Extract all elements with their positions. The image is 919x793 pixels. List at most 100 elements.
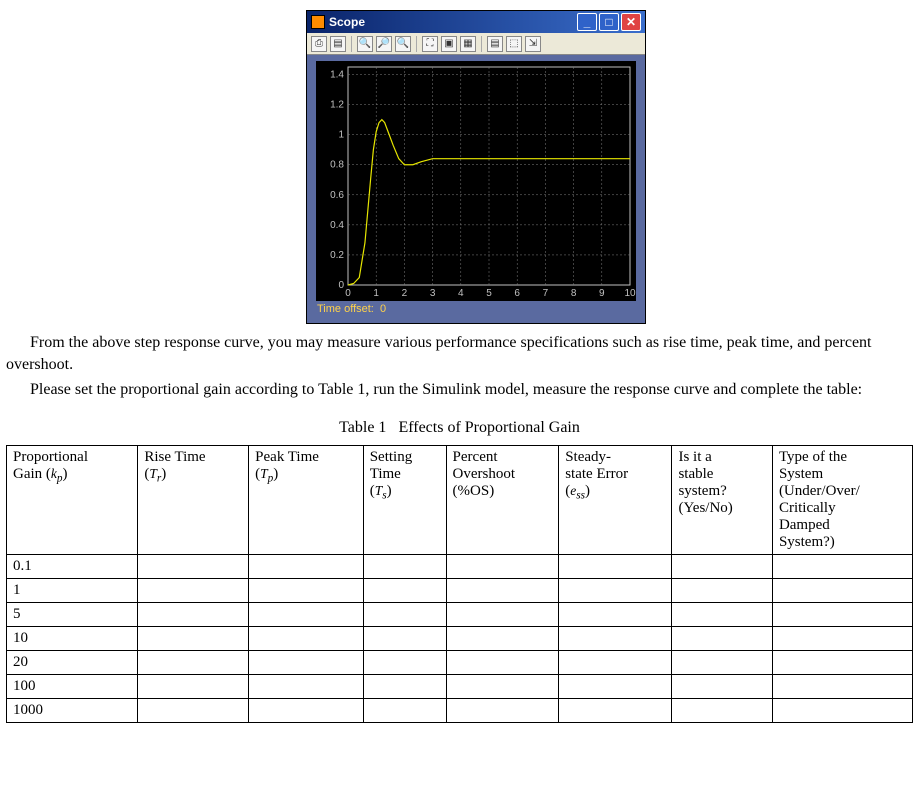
scope-body: 01234567891000.20.40.60.811.21.4 Time of… — [307, 55, 645, 323]
table-body: 0.1 1 5 10 20 100 1000 — [7, 554, 913, 722]
app-icon — [311, 15, 325, 29]
table-cell — [559, 626, 672, 650]
table-cell — [446, 578, 559, 602]
col-header-peak-time: Peak Time (Tp) — [249, 445, 364, 554]
paragraph-2: Please set the proportional gain accordi… — [6, 379, 913, 401]
scope-plot: 01234567891000.20.40.60.811.21.4 — [313, 61, 639, 301]
svg-text:1.4: 1.4 — [330, 70, 344, 81]
table-cell — [446, 698, 559, 722]
svg-text:5: 5 — [486, 288, 492, 299]
table-cell — [559, 602, 672, 626]
table-cell — [446, 602, 559, 626]
toolbar-separator — [416, 36, 417, 52]
toolbar-button[interactable]: ⛶ — [422, 36, 438, 52]
svg-text:0.2: 0.2 — [330, 250, 344, 261]
svg-text:0: 0 — [338, 280, 344, 291]
table-cell — [249, 626, 364, 650]
table-cell — [249, 698, 364, 722]
col-header-setting-time: Setting Time (Ts) — [363, 445, 446, 554]
scope-titlebar[interactable]: Scope _ □ ✕ — [307, 11, 645, 33]
table-row: 0.1 — [7, 554, 913, 578]
table-cell — [672, 626, 772, 650]
table-cell — [138, 578, 249, 602]
table-cell — [772, 698, 912, 722]
svg-text:6: 6 — [514, 288, 520, 299]
table-row: 1 — [7, 578, 913, 602]
table-cell — [138, 554, 249, 578]
table-cell — [672, 674, 772, 698]
row-label: 20 — [7, 650, 138, 674]
table-cell — [446, 626, 559, 650]
table-cell — [363, 626, 446, 650]
table-cell — [559, 554, 672, 578]
svg-text:4: 4 — [458, 288, 464, 299]
toolbar-button[interactable]: 🔍 — [395, 36, 411, 52]
table-cell — [446, 674, 559, 698]
svg-text:10: 10 — [624, 288, 636, 299]
toolbar-button[interactable]: ▤ — [487, 36, 503, 52]
toolbar-button[interactable]: ▦ — [460, 36, 476, 52]
col-header-stable: Is it a stable system? (Yes/No) — [672, 445, 772, 554]
table-cell — [363, 674, 446, 698]
toolbar-button[interactable]: 🔍 — [357, 36, 373, 52]
svg-text:1.2: 1.2 — [330, 100, 344, 111]
svg-text:9: 9 — [599, 288, 605, 299]
toolbar-button[interactable]: ⬚ — [506, 36, 522, 52]
col-header-overshoot: Percent Overshoot (%OS) — [446, 445, 559, 554]
svg-text:0.8: 0.8 — [330, 160, 344, 171]
table-cell — [138, 698, 249, 722]
toolbar-separator — [351, 36, 352, 52]
row-label: 1000 — [7, 698, 138, 722]
table-cell — [672, 650, 772, 674]
row-label: 100 — [7, 674, 138, 698]
close-button[interactable]: ✕ — [621, 13, 641, 31]
table-cell — [363, 650, 446, 674]
row-label: 1 — [7, 578, 138, 602]
minimize-button[interactable]: _ — [577, 13, 597, 31]
toolbar-button[interactable]: ⇲ — [525, 36, 541, 52]
svg-text:1: 1 — [373, 288, 379, 299]
table-cell — [446, 554, 559, 578]
toolbar-button[interactable]: ▣ — [441, 36, 457, 52]
table-cell — [559, 578, 672, 602]
table-cell — [559, 698, 672, 722]
col-header-type: Type of the System (Under/Over/ Critical… — [772, 445, 912, 554]
table-cell — [672, 602, 772, 626]
scope-window: Scope _ □ ✕ ⎙▤🔍🔎🔍⛶▣▦▤⬚⇲ 01234567891000.2… — [306, 10, 646, 324]
paragraph-1: From the above step response curve, you … — [6, 332, 913, 375]
toolbar-button[interactable]: 🔎 — [376, 36, 392, 52]
svg-text:3: 3 — [430, 288, 436, 299]
table-cell — [672, 698, 772, 722]
svg-text:1: 1 — [338, 130, 344, 141]
table-row: 10 — [7, 626, 913, 650]
row-label: 10 — [7, 626, 138, 650]
table-cell — [772, 674, 912, 698]
table-cell — [363, 554, 446, 578]
toolbar-button[interactable]: ⎙ — [311, 36, 327, 52]
row-label: 0.1 — [7, 554, 138, 578]
row-label: 5 — [7, 602, 138, 626]
table-cell — [249, 674, 364, 698]
col-header-gain: Proportional Gain (kp) — [7, 445, 138, 554]
scope-toolbar: ⎙▤🔍🔎🔍⛶▣▦▤⬚⇲ — [307, 33, 645, 55]
svg-text:8: 8 — [571, 288, 577, 299]
table-cell — [363, 602, 446, 626]
table-caption: Table 1 Effects of Proportional Gain — [6, 419, 913, 437]
svg-text:0: 0 — [345, 288, 351, 299]
col-header-sse: Steady- state Error (ess) — [559, 445, 672, 554]
toolbar-button[interactable]: ▤ — [330, 36, 346, 52]
table-cell — [138, 602, 249, 626]
table-cell — [672, 554, 772, 578]
table-cell — [138, 650, 249, 674]
maximize-button[interactable]: □ — [599, 13, 619, 31]
table-cell — [772, 602, 912, 626]
scope-window-wrap: Scope _ □ ✕ ⎙▤🔍🔎🔍⛶▣▦▤⬚⇲ 01234567891000.2… — [6, 10, 913, 324]
table-cell — [363, 578, 446, 602]
svg-text:7: 7 — [543, 288, 549, 299]
table-cell — [772, 578, 912, 602]
table-cell — [672, 578, 772, 602]
svg-text:0.6: 0.6 — [330, 190, 344, 201]
table-cell — [249, 602, 364, 626]
svg-text:2: 2 — [402, 288, 408, 299]
toolbar-separator — [481, 36, 482, 52]
